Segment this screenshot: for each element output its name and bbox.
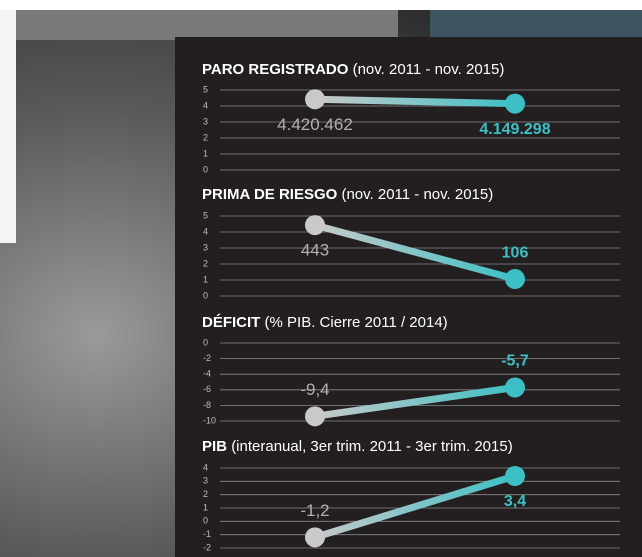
value-label: -1,2 <box>300 501 329 520</box>
y-tick-label: 2 <box>203 489 208 499</box>
y-tick-label: 0 <box>203 337 208 347</box>
y-tick-label: 0 <box>203 164 208 174</box>
data-point <box>505 269 525 289</box>
title-bold: PRIMA DE RIESGO <box>202 186 338 203</box>
data-point <box>305 215 325 235</box>
value-label: 443 <box>301 241 329 260</box>
y-tick-label: -6 <box>203 384 211 394</box>
y-tick-label: 4 <box>203 226 208 236</box>
title-bold: PIB <box>202 438 227 455</box>
y-tick-label: 5 <box>203 210 208 220</box>
y-tick-label: 4 <box>203 462 208 472</box>
y-tick-label: 2 <box>203 132 208 142</box>
title-bold: PARO REGISTRADO <box>202 61 349 78</box>
y-tick-label: 3 <box>203 476 208 486</box>
photo-top <box>0 10 398 40</box>
y-tick-label: 4 <box>203 100 208 110</box>
y-tick-label: -1 <box>203 529 211 539</box>
value-label: 3,4 <box>504 493 526 510</box>
y-tick-label: 1 <box>203 148 208 158</box>
chart-panel <box>175 37 642 557</box>
title-detail: (% PIB. Cierre 2011 / 2014) <box>265 314 448 331</box>
y-tick-label: 3 <box>203 242 208 252</box>
trend-line <box>315 99 515 103</box>
title-detail: (interanual, 3er trim. 2011 - 3er trim. … <box>231 438 513 455</box>
title-detail: (nov. 2011 - nov. 2015) <box>353 61 505 78</box>
y-tick-label: 1 <box>203 274 208 284</box>
value-label: -5,7 <box>501 353 529 370</box>
chart-title: PIB (interanual, 3er trim. 2011 - 3er tr… <box>202 438 513 455</box>
white-inset <box>0 10 16 243</box>
y-tick-label: -2 <box>203 542 211 552</box>
y-tick-label: 5 <box>203 84 208 94</box>
data-point <box>305 406 325 426</box>
data-point <box>505 466 525 486</box>
y-tick-label: 0 <box>203 516 208 526</box>
y-tick-label: 1 <box>203 502 208 512</box>
y-tick-label: 0 <box>203 290 208 300</box>
photo-right <box>430 10 642 40</box>
value-label: 106 <box>502 244 529 261</box>
y-tick-label: -8 <box>203 400 211 410</box>
title-bold: DÉFICIT <box>202 314 260 331</box>
y-tick-label: 2 <box>203 258 208 268</box>
top-margin <box>0 0 642 10</box>
title-detail: (nov. 2011 - nov. 2015) <box>341 186 493 203</box>
data-point <box>505 377 525 397</box>
y-tick-label: -4 <box>203 369 211 379</box>
chart-title: PRIMA DE RIESGO (nov. 2011 - nov. 2015) <box>202 186 493 203</box>
chart-title: DÉFICIT (% PIB. Cierre 2011 / 2014) <box>202 314 448 331</box>
data-point <box>305 89 325 109</box>
data-point <box>305 527 325 547</box>
y-tick-label: 3 <box>203 116 208 126</box>
y-tick-label: -10 <box>203 415 216 425</box>
value-label: 4.420.462 <box>277 115 353 134</box>
data-point <box>505 94 525 114</box>
value-label: -9,4 <box>300 380 329 399</box>
value-label: 4.149.298 <box>479 121 550 138</box>
page: PARO REGISTRADO (nov. 2011 - nov. 2015) 0… <box>0 0 642 557</box>
chart-title: PARO REGISTRADO (nov. 2011 - nov. 2015) <box>202 61 504 78</box>
y-tick-label: -2 <box>203 353 211 363</box>
